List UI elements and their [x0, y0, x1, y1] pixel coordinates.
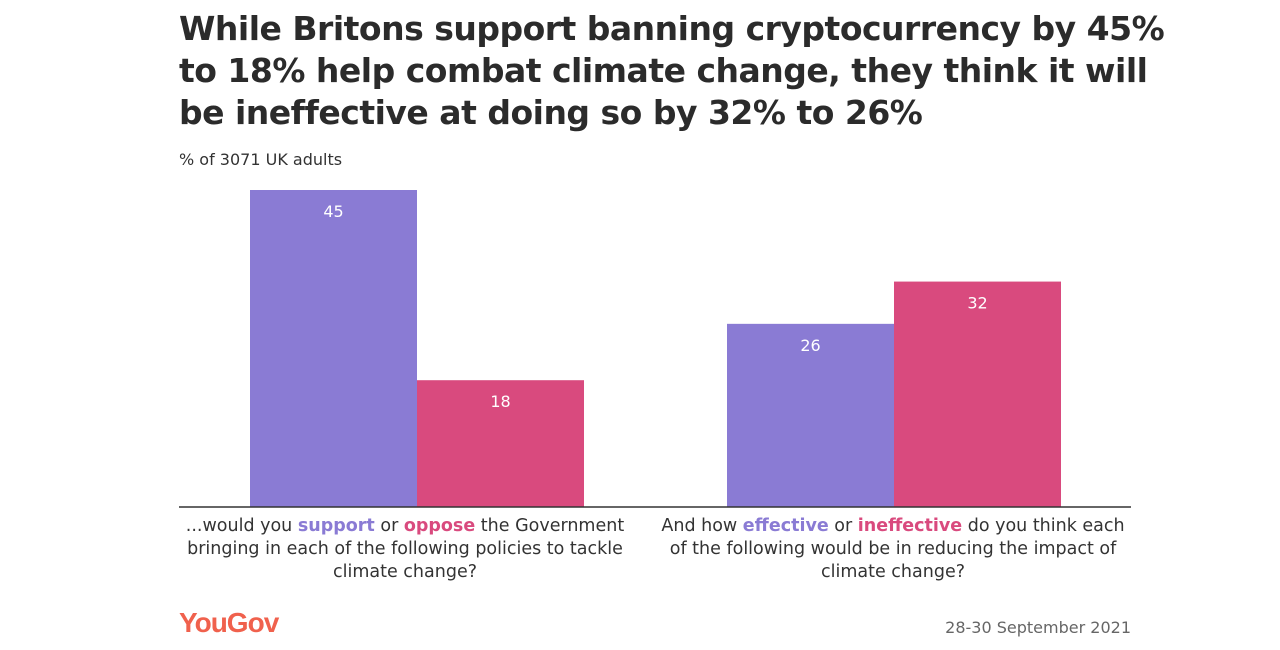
- label-text: the Government bringing in each of the f…: [187, 516, 625, 582]
- label-text: do you think each of the following would…: [669, 516, 1125, 582]
- label-text: or: [374, 516, 404, 536]
- data-label: 45: [323, 202, 343, 221]
- label-text: And how: [661, 516, 743, 536]
- label-effective: effective: [742, 516, 829, 536]
- label-support: support: [297, 516, 375, 536]
- chart-title: While Britons support banning cryptocurr…: [179, 9, 1165, 132]
- data-label: 26: [800, 336, 820, 355]
- label-ineffective: ineffective: [857, 516, 963, 536]
- category-label-support-oppose: ...would you support or oppose the Gover…: [170, 515, 640, 584]
- chart-subtitle: % of 3071 UK adults: [179, 150, 343, 169]
- label-text: ...would you: [185, 516, 298, 536]
- survey-date: 28-30 September 2021: [945, 618, 1131, 637]
- category-label-effective-ineffective: And how effective or ineffective do you …: [658, 515, 1128, 584]
- label-text: or: [828, 516, 858, 536]
- data-label: 18: [490, 392, 510, 411]
- bar-0-0: [250, 190, 417, 507]
- label-oppose: oppose: [403, 516, 476, 536]
- bar-0-1: [417, 380, 584, 507]
- bar-1-1: [894, 281, 1061, 507]
- yougov-logo: YouGov: [179, 607, 279, 638]
- bar-1-0: [727, 323, 894, 507]
- data-label: 32: [967, 294, 987, 313]
